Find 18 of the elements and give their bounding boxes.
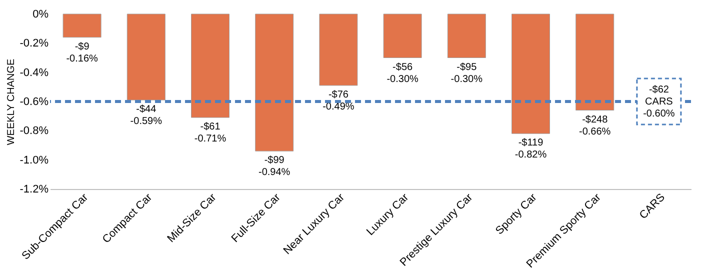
data-label: -$119 -0.82% xyxy=(514,138,547,161)
y-tick-label: -0.8% xyxy=(20,125,49,138)
data-label: -$9 -0.16% xyxy=(66,41,98,64)
data-label: -$56 -0.30% xyxy=(386,62,418,85)
y-tick-label: -0.6% xyxy=(20,96,49,108)
y-tick-label: -0.2% xyxy=(20,38,49,50)
y-tick-label: 0% xyxy=(32,8,49,20)
data-label: -$95 -0.30% xyxy=(450,62,483,85)
y-tick-label: -1.0% xyxy=(20,154,49,166)
data-label: -$76 -0.49% xyxy=(322,89,354,112)
y-tick-label: -1.2% xyxy=(20,184,49,196)
data-label: -$248 -0.66% xyxy=(579,114,611,138)
data-label: -$99 -0.94% xyxy=(258,155,290,178)
data-label: -$61 -0.71% xyxy=(194,122,226,145)
data-label: -$44 -0.59% xyxy=(130,104,162,128)
ref-line-label: -$62 CARS -0.60% xyxy=(643,84,675,120)
y-axis-title: WEEKLY CHANGE xyxy=(6,58,17,146)
y-tick-label: -0.4% xyxy=(20,66,49,79)
